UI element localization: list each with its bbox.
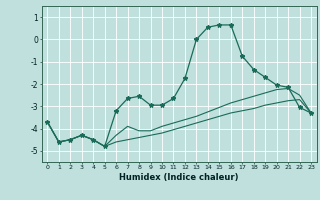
X-axis label: Humidex (Indice chaleur): Humidex (Indice chaleur) [119,173,239,182]
